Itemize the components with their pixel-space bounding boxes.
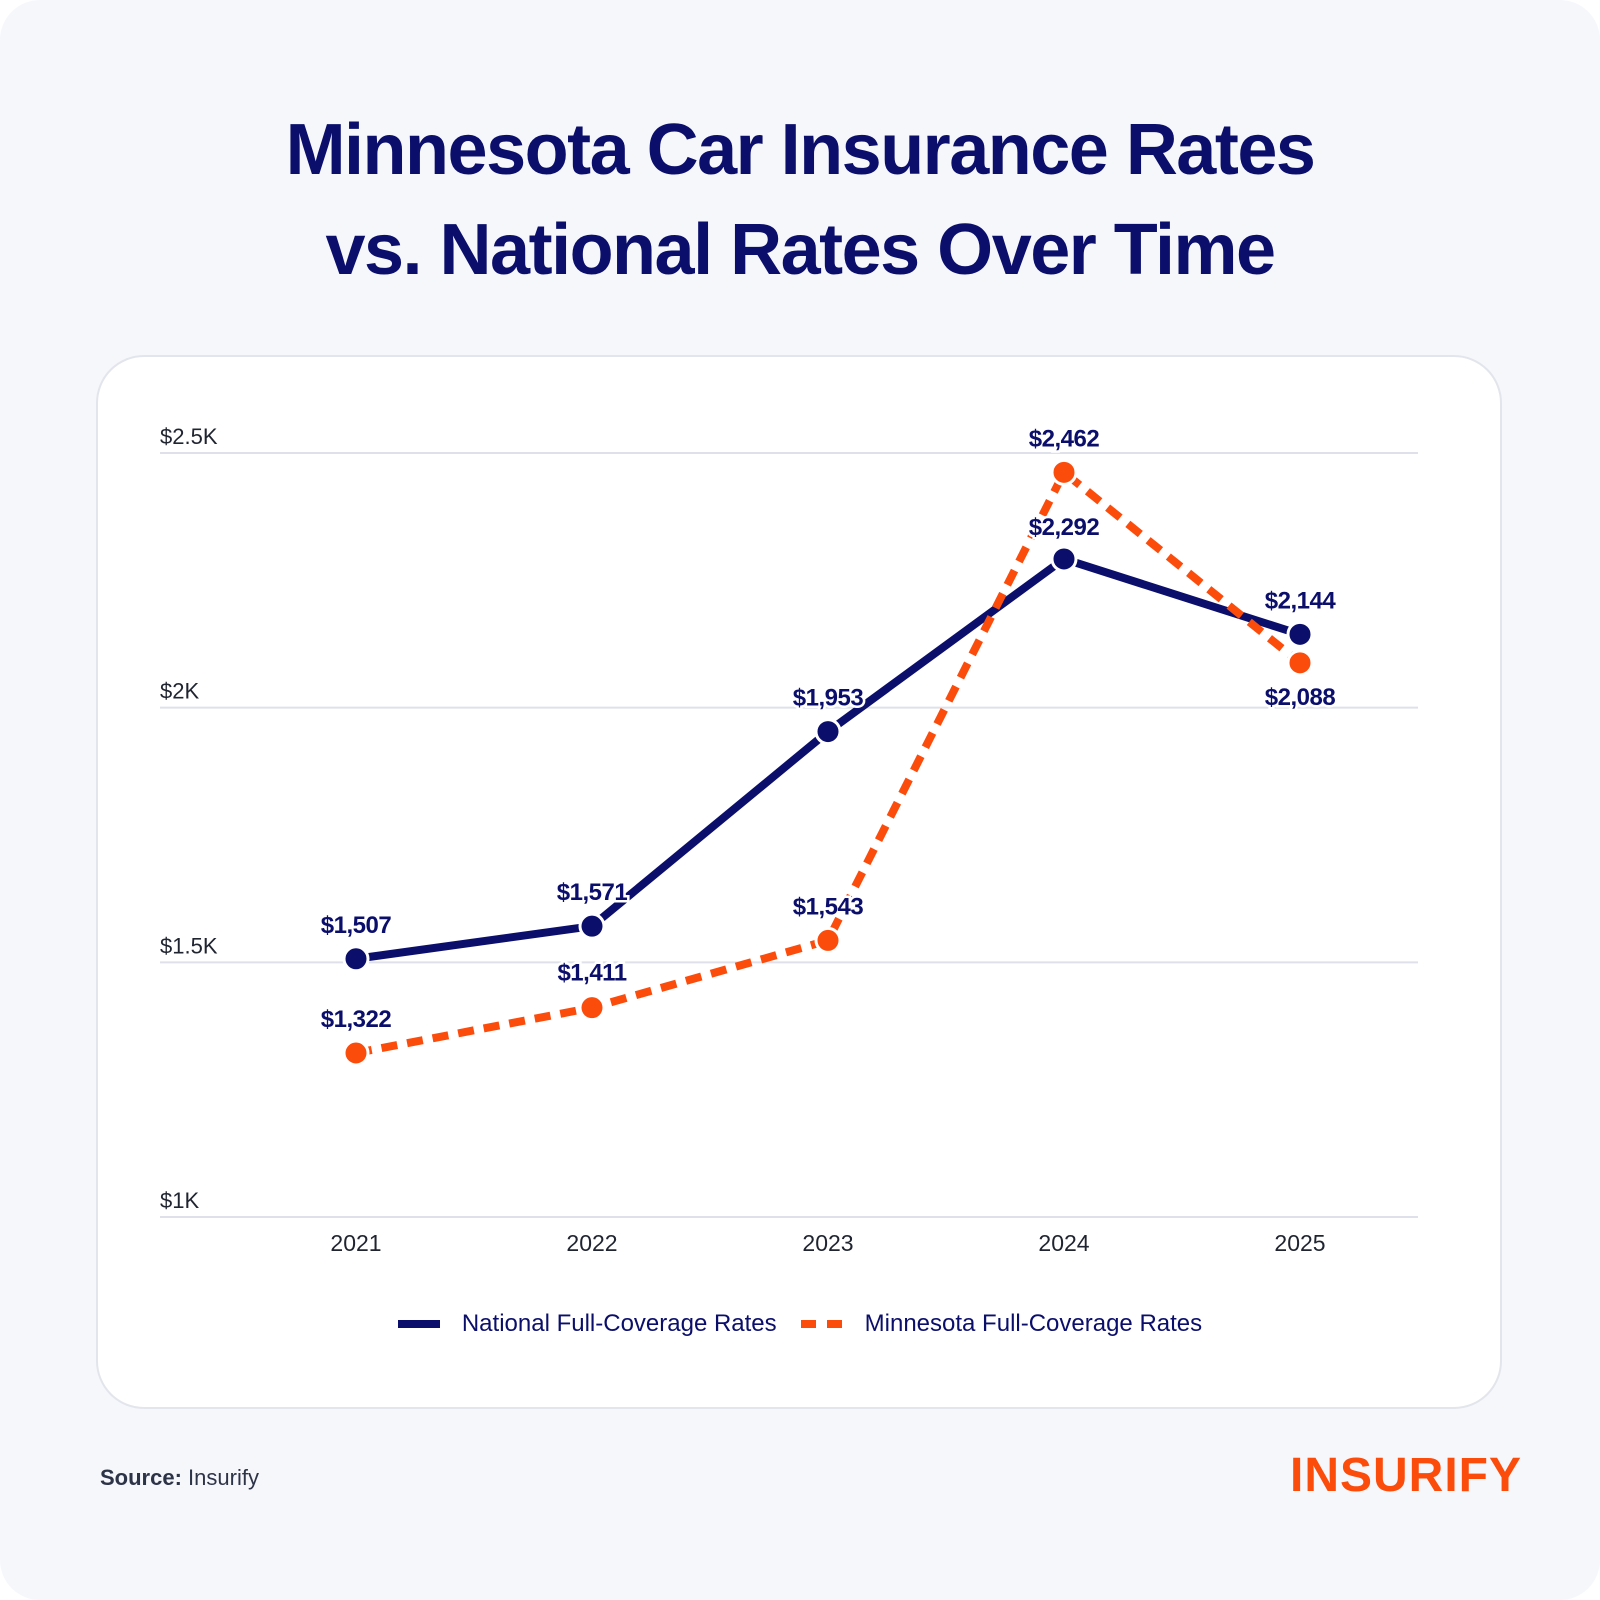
gridlines [160,452,1418,1218]
data-labels: $1,507 $1,571 $1,953 $2,292 $2,144 $1,322 $1,4… [318,423,1339,1036]
y-tick-label: $2.5K [160,424,218,449]
source-note: Source: Insurify [100,1465,259,1491]
legend-label-national: National Full-Coverage Rates [461,1310,777,1337]
minnesota-data-label: $1,322 [321,1006,392,1033]
minnesota-data-label: $1,411 [557,960,626,987]
national-data-point [1050,545,1078,573]
x-tick-label: 2025 [1274,1230,1325,1256]
y-axis-ticks: $1K $1.5K $2K $2.5K [160,424,218,1213]
minnesota-series-line [355,468,1303,1057]
legend: National Full-Coverage Rates Minnesota F… [0,1310,1600,1338]
minnesota-data-label: $2,462 [1029,425,1100,452]
title-line-2: vs. National Rates Over Time [325,210,1276,290]
minnesota-data-point [578,994,606,1022]
national-data-point [814,718,842,746]
minnesota-data-label: $1,543 [793,893,864,920]
chart-card [96,355,1502,1409]
minnesota-data-point [1050,458,1078,486]
title-line-1: Minnesota Car Insurance Rates [285,110,1316,190]
legend-item-minnesota: Minnesota Full-Coverage Rates [800,1310,1203,1338]
minnesota-data-point [1286,649,1314,677]
x-tick-label: 2023 [802,1230,853,1256]
source-value: Insurify [188,1465,259,1490]
minnesota-data-point [814,926,842,954]
x-axis-ticks: 2021 2022 2023 2024 2025 [330,1230,1325,1256]
national-data-label: $2,144 [1265,587,1337,614]
x-tick-label: 2022 [566,1230,617,1256]
y-tick-label: $1.5K [160,933,218,958]
national-data-label: $2,292 [1029,514,1100,541]
x-tick-label: 2024 [1038,1230,1089,1256]
series-lines [355,468,1303,1057]
national-data-label: $1,953 [793,685,864,712]
legend-swatch-national [397,1320,440,1328]
national-data-point [578,912,606,940]
national-data-label: $1,507 [321,912,392,939]
minnesota-data-label: $2,088 [1265,684,1336,711]
national-data-label: $1,571 [557,879,628,906]
chart-title: Minnesota Car Insurance Rates vs. Nation… [0,100,1600,300]
series-points [342,458,1314,1067]
y-tick-label: $2K [160,679,199,704]
national-data-point [1286,620,1314,648]
legend-label-minnesota: Minnesota Full-Coverage Rates [864,1310,1203,1337]
legend-item-national: National Full-Coverage Rates [397,1310,777,1338]
minnesota-data-point [342,1039,370,1067]
legend-swatch-minnesota [800,1320,843,1328]
x-tick-label: 2021 [330,1230,381,1256]
y-tick-label: $1K [160,1188,199,1213]
source-label: Source: [100,1465,182,1490]
insurify-logo: INSURIFY [1290,1449,1523,1502]
national-data-point [342,945,370,973]
